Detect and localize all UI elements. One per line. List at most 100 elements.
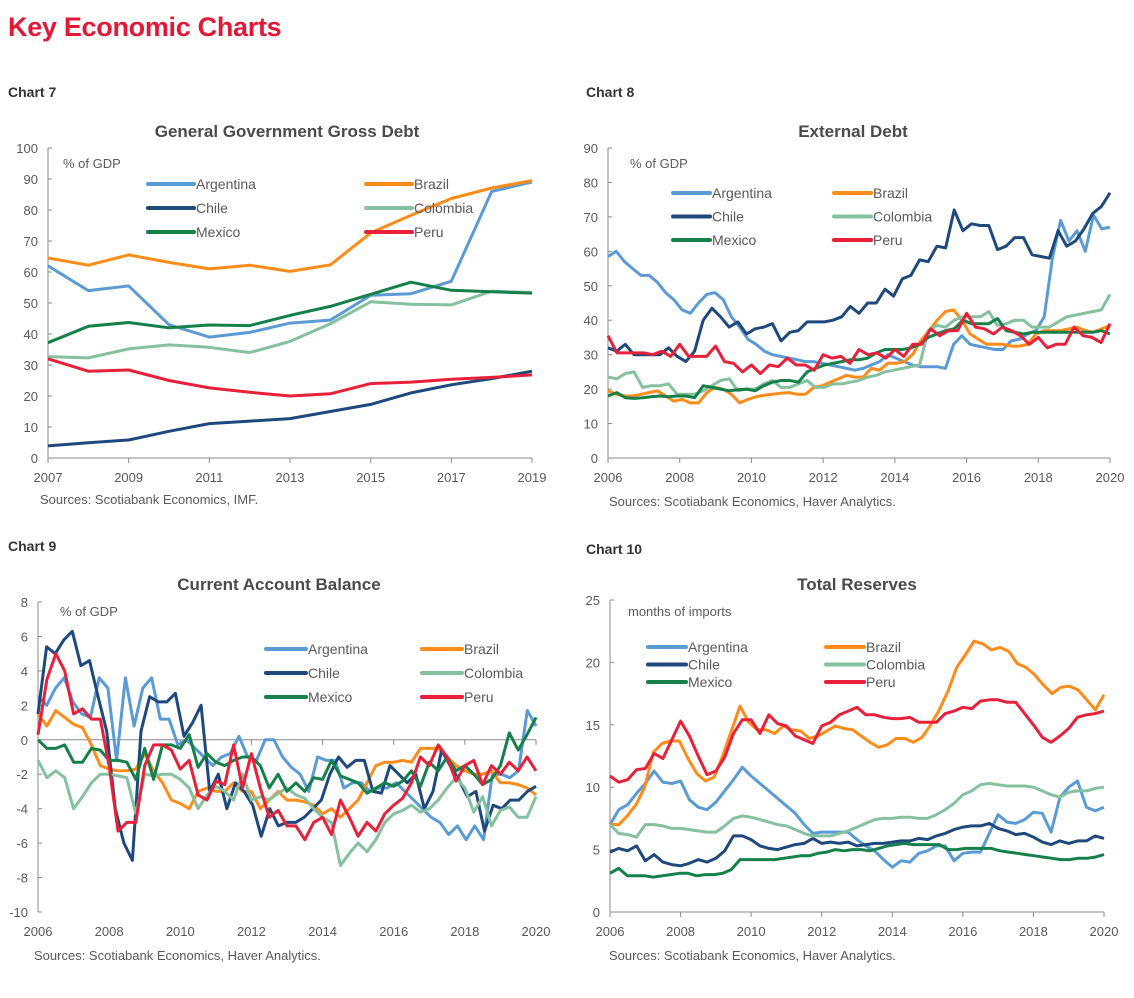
series-line-mexico xyxy=(47,280,533,345)
x-tick-label: 2017 xyxy=(437,470,466,485)
y-tick-label: 20 xyxy=(584,382,598,397)
series-line-brazil xyxy=(47,179,533,273)
y-tick-label: 90 xyxy=(24,172,38,187)
y-tick-label: 10 xyxy=(586,780,600,795)
y-tick-label: 70 xyxy=(24,234,38,249)
source-note: Sources: Scotiabank Economics, Haver Ana… xyxy=(34,948,321,963)
y-tick-label: 0 xyxy=(21,733,28,748)
x-tick-label: 2016 xyxy=(379,924,408,939)
x-tick-label: 2019 xyxy=(518,470,547,485)
y-tick-label: 20 xyxy=(586,655,600,670)
y-tick-label: 0 xyxy=(31,451,38,466)
y-tick-label: 80 xyxy=(584,175,598,190)
legend-label-colombia: Colombia xyxy=(873,209,932,225)
series-line-brazil xyxy=(36,709,537,819)
y-tick-label: 40 xyxy=(24,327,38,342)
x-tick-label: 2011 xyxy=(195,470,223,485)
legend: Argentina Brazil Chile Colombia Mexico Peru xyxy=(146,176,473,240)
legend-label-brazil: Brazil xyxy=(414,176,449,192)
chart-chart7: General Government Gross Debt % of GDP 0 10… xyxy=(16,122,546,507)
series-line-argentina xyxy=(608,765,1105,869)
y-tick-label: 0 xyxy=(593,905,600,920)
x-tick-label: 2010 xyxy=(166,924,195,939)
x-tick-label: 2016 xyxy=(948,924,977,939)
legend-label-chile: Chile xyxy=(196,200,228,216)
legend-label-mexico: Mexico xyxy=(688,674,733,690)
legend-label-chile: Chile xyxy=(688,657,720,673)
y-tick-label: 30 xyxy=(584,348,598,363)
x-tick-label: 2008 xyxy=(95,924,124,939)
legend: Argentina Brazil Chile Colombia Mexico Peru xyxy=(264,641,523,705)
chart-chart9: Current Account Balance % of GDP -10 -8 -6 -4… xyxy=(9,575,550,963)
chart-chart8: External Debt % of GDP 0 10 20 30 40 50 60 70 80 90… xyxy=(584,122,1125,509)
y-tick-label: 60 xyxy=(584,244,598,259)
chart-title: Total Reserves xyxy=(797,575,917,594)
chart-title: Current Account Balance xyxy=(177,575,380,594)
y-tick-label: 100 xyxy=(16,141,38,156)
y-tick-label: 60 xyxy=(24,265,38,280)
y-tick-label: 40 xyxy=(584,313,598,328)
series-line-argentina xyxy=(36,676,538,842)
x-tick-label: 2014 xyxy=(878,924,907,939)
chart-9-label: Chart 9 xyxy=(8,538,57,554)
unit-label: % of GDP xyxy=(63,156,121,171)
y-tick-label: 25 xyxy=(586,593,600,608)
source-note: Sources: Scotiabank Economics, Haver Ana… xyxy=(609,948,896,963)
x-tick-label: 2012 xyxy=(237,924,266,939)
x-tick-label: 2012 xyxy=(807,924,836,939)
legend-label-chile: Chile xyxy=(308,665,340,681)
series-line-peru xyxy=(609,698,1105,784)
x-tick-label: 2013 xyxy=(276,470,305,485)
legend-label-peru: Peru xyxy=(414,224,444,240)
x-tick-label: 2006 xyxy=(24,924,53,939)
legend-label-colombia: Colombia xyxy=(414,200,473,216)
y-tick-label: 5 xyxy=(593,843,600,858)
y-tick-label: 10 xyxy=(584,417,598,432)
chart-10-label: Chart 10 xyxy=(586,541,643,557)
y-tick-label: 90 xyxy=(584,141,598,156)
series-line-argentina xyxy=(47,180,533,339)
x-tick-label: 2008 xyxy=(666,924,695,939)
page-title: Key Economic Charts xyxy=(8,12,282,42)
y-tick-label: 10 xyxy=(24,420,38,435)
source-note: Sources: Scotiabank Economics, Haver Ana… xyxy=(609,494,896,509)
x-tick-label: 2018 xyxy=(450,924,479,939)
legend-label-mexico: Mexico xyxy=(308,689,353,705)
x-tick-label: 2014 xyxy=(308,924,337,939)
legend-label-argentina: Argentina xyxy=(196,176,256,192)
y-tick-label: 30 xyxy=(24,358,38,373)
series-line-brazil xyxy=(607,308,1111,405)
y-tick-label: 50 xyxy=(584,279,598,294)
legend-label-mexico: Mexico xyxy=(712,232,757,248)
y-tick-label: 4 xyxy=(21,664,28,679)
x-tick-label: 2006 xyxy=(596,924,625,939)
series-line-colombia xyxy=(47,289,533,360)
y-tick-label: -6 xyxy=(16,836,28,851)
y-tick-label: 15 xyxy=(586,718,600,733)
y-tick-label: 6 xyxy=(21,629,28,644)
legend-label-argentina: Argentina xyxy=(308,641,368,657)
x-tick-label: 2014 xyxy=(880,470,909,485)
x-tick-label: 2007 xyxy=(34,470,63,485)
source-note: Sources: Scotiabank Economics, IMF. xyxy=(40,492,258,507)
legend-label-peru: Peru xyxy=(873,232,903,248)
series-line-mexico xyxy=(36,716,538,795)
series-line-mexico xyxy=(609,841,1105,879)
x-tick-label: 2020 xyxy=(1096,470,1125,485)
y-tick-label: 0 xyxy=(591,451,598,466)
legend-label-argentina: Argentina xyxy=(688,639,748,655)
chart-chart10: Total Reserves months of imports 0 5 10 15 20 2… xyxy=(586,575,1119,963)
y-tick-label: -4 xyxy=(16,802,28,817)
unit-label: months of imports xyxy=(628,604,732,619)
legend-label-colombia: Colombia xyxy=(866,657,925,673)
chart-title: General Government Gross Debt xyxy=(155,122,420,141)
y-tick-label: 50 xyxy=(24,296,38,311)
legend-label-peru: Peru xyxy=(464,689,494,705)
y-tick-label: -10 xyxy=(9,905,28,920)
legend-label-chile: Chile xyxy=(712,209,744,225)
series-line-chile xyxy=(607,192,1112,364)
y-tick-label: 20 xyxy=(24,389,38,404)
series-line-colombia xyxy=(607,293,1112,396)
legend-label-argentina: Argentina xyxy=(712,185,772,201)
